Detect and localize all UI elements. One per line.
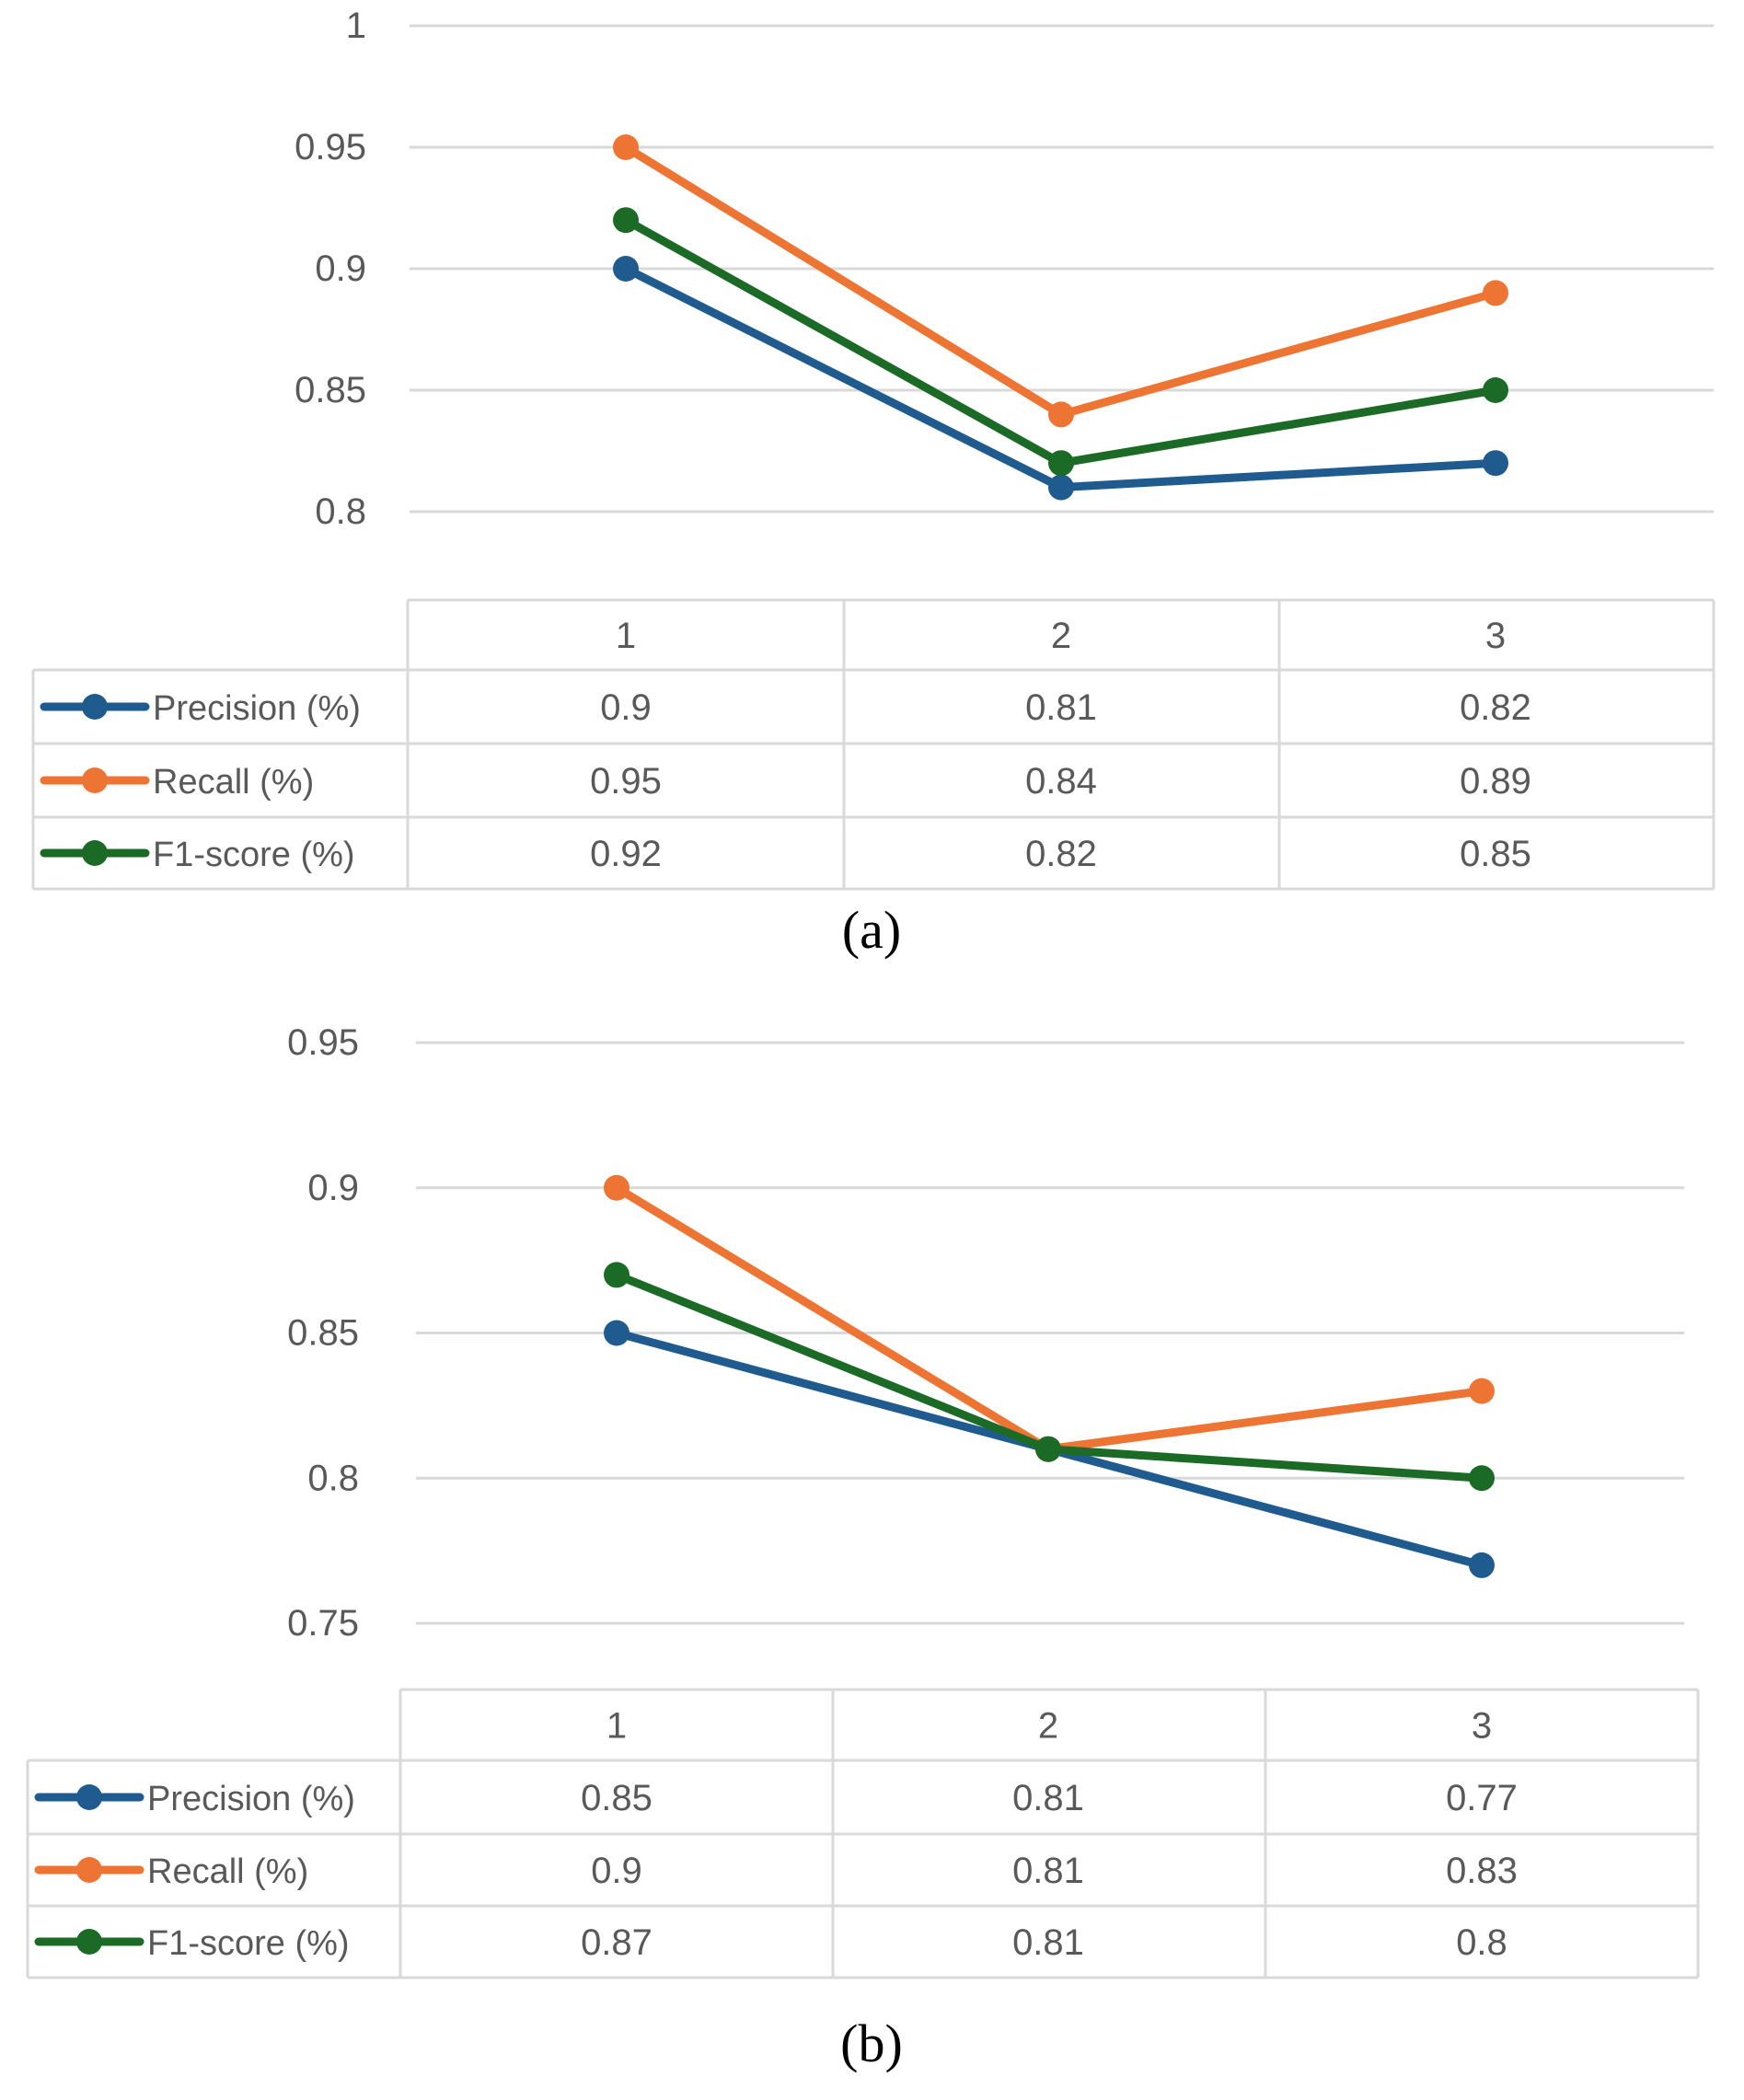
- table-value-cell: 0.9: [591, 1851, 642, 1891]
- table-value-cell: 0.89: [1460, 761, 1531, 802]
- table-value-cell: 0.85: [1460, 834, 1531, 874]
- data-point: [604, 1174, 629, 1201]
- data-point: [1483, 377, 1508, 403]
- y-tick-label: 0.8: [307, 1458, 359, 1498]
- data-point: [1469, 1378, 1495, 1404]
- legend-key-marker: [82, 767, 108, 793]
- legend-label: Precision (%): [147, 1780, 355, 1818]
- y-tick-label: 0.8: [315, 491, 366, 532]
- table-value-cell: 0.81: [1012, 1778, 1084, 1818]
- figure-caption: (b): [840, 2013, 903, 2073]
- data-point: [1483, 280, 1508, 306]
- data-point: [1035, 1436, 1061, 1462]
- table-header-cell: 2: [1051, 616, 1071, 656]
- legend-key-marker: [76, 1784, 102, 1810]
- data-point: [1469, 1465, 1495, 1492]
- legend-label: F1-score (%): [153, 836, 355, 874]
- table-value-cell: 0.82: [1460, 687, 1531, 728]
- legend-label: F1-score (%): [147, 1924, 350, 1963]
- data-table: 1 2 3 Precision (%) 0.9 0.81 0.82 Recall (%) 0.9…: [31, 598, 1715, 891]
- legend-label: Precision (%): [153, 689, 361, 728]
- y-tick-label: 1: [346, 6, 366, 46]
- legend-key-marker: [82, 840, 108, 866]
- data-point: [604, 1320, 629, 1346]
- table-value-cell: 0.85: [581, 1778, 653, 1818]
- table-header-cell: 3: [1472, 1706, 1492, 1747]
- table-header-cell: 1: [606, 1706, 627, 1747]
- table-value-cell: 0.81: [1025, 687, 1097, 728]
- data-point: [613, 207, 639, 234]
- y-tick-label: 0.9: [307, 1168, 359, 1208]
- table-value-cell: 0.83: [1446, 1851, 1518, 1891]
- series-line-1: [621, 143, 1500, 419]
- data-point: [1469, 1552, 1495, 1578]
- legend-key-marker: [76, 1857, 102, 1883]
- y-tick-label: 0.85: [287, 1313, 359, 1354]
- table-value-cell: 0.92: [590, 834, 662, 874]
- data-point: [613, 134, 639, 160]
- table-value-cell: 0.84: [1025, 761, 1097, 802]
- legend-label: Recall (%): [153, 763, 314, 802]
- data-point: [1048, 401, 1074, 428]
- y-tick-label: 0.85: [295, 370, 366, 410]
- legend-key-marker: [82, 694, 108, 720]
- data-point: [613, 256, 639, 282]
- table-value-cell: 0.8: [1456, 1922, 1507, 1963]
- table-value-cell: 0.81: [1012, 1851, 1084, 1891]
- table-header-cell: 1: [616, 616, 636, 656]
- chart-b: 0.95 0.9 0.85 0.8 0.75 1 2 3 Precision (%) 0.85 0.…: [26, 1022, 1700, 2073]
- data-point: [1048, 450, 1074, 477]
- data-point: [1483, 450, 1508, 477]
- data-point: [604, 1262, 629, 1288]
- y-tick-label: 0.9: [315, 248, 366, 289]
- table-value-cell: 0.95: [590, 761, 662, 802]
- series-line-1: [612, 1183, 1486, 1454]
- y-tick-label: 0.95: [287, 1022, 359, 1063]
- figure-caption: (a): [842, 900, 901, 960]
- y-tick-label: 0.75: [287, 1603, 359, 1644]
- table-value-cell: 0.77: [1446, 1778, 1518, 1818]
- table-value-cell: 0.82: [1025, 834, 1097, 874]
- data-point: [1048, 474, 1074, 501]
- legend-key-marker: [76, 1929, 102, 1955]
- table-value-cell: 0.9: [600, 687, 652, 728]
- table-header-cell: 2: [1038, 1706, 1058, 1747]
- data-table: 1 2 3 Precision (%) 0.85 0.81 0.77 Recall (%) 0.…: [26, 1688, 1700, 1979]
- y-tick-label: 0.95: [295, 127, 366, 167]
- legend-label: Recall (%): [147, 1852, 308, 1891]
- table-value-cell: 0.87: [581, 1922, 653, 1963]
- table-value-cell: 0.81: [1012, 1922, 1084, 1963]
- table-header-cell: 3: [1485, 616, 1506, 656]
